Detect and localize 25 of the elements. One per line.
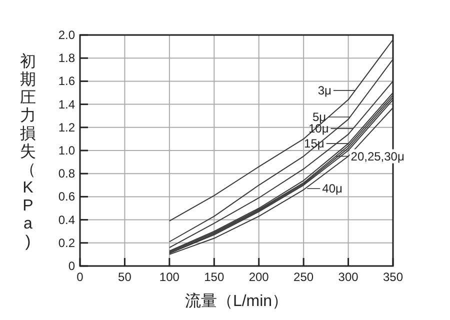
y-tick-label: 0.2 [58,236,76,250]
y-tick-label: 2.0 [58,28,76,42]
annotation: 40μ [322,182,342,196]
x-tick-label: 50 [118,270,132,284]
x-tick-label: 150 [204,270,224,284]
annotation: 5μ [312,110,326,124]
x-tick-label: 250 [294,270,314,284]
y-tick-label: 0 [68,259,76,273]
x-tick-label: 300 [338,270,359,284]
y-tick-label: 0.8 [58,166,76,181]
y-tick-label: 1.2 [58,120,76,134]
y-tick-label: 0.6 [58,190,76,204]
y-tick-label: 1.4 [58,97,76,112]
y-tick-label: 1.0 [58,144,76,158]
x-tick-label: 100 [159,270,180,284]
annotation: 3μ [318,83,332,98]
y-tick-label: 0.4 [58,212,76,227]
y-tick-label: 1.6 [58,74,76,88]
x-tick-label: 0 [76,270,84,284]
text: 初期圧力損失（KPa) [20,54,36,250]
x-tick-label: 200 [248,270,270,284]
x-tick-label: 350 [382,270,404,284]
x-axis-title: 流量（L/min） [184,292,288,310]
y-tick-label: 1.8 [58,51,76,66]
annotation: 20,25,30μ [350,149,404,164]
